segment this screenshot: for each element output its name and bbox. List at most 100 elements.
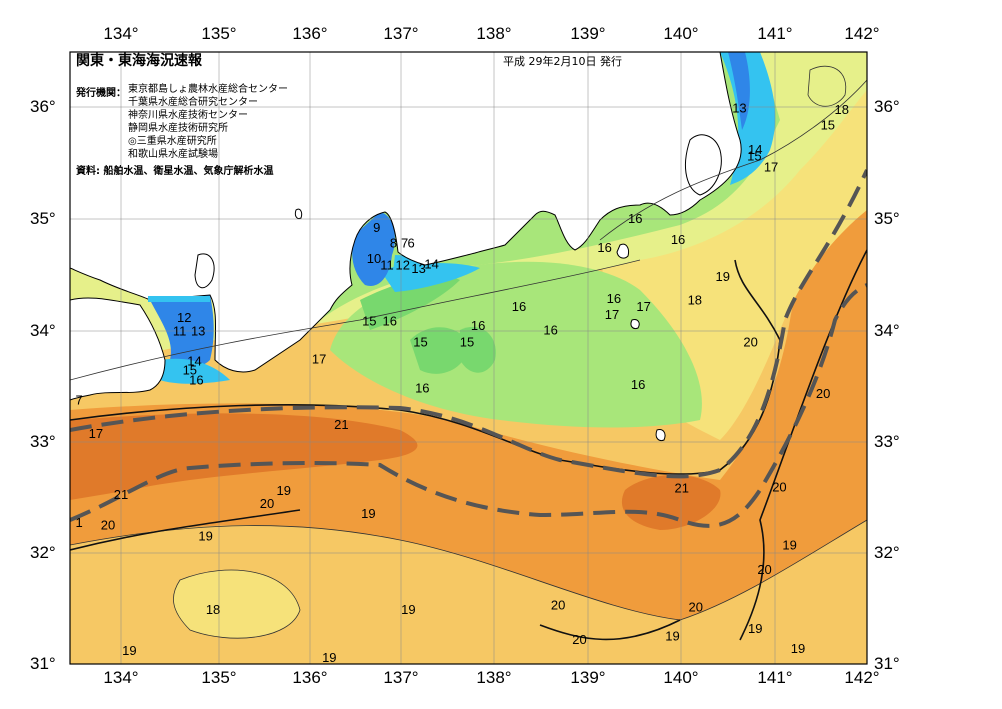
contour-label: 14 xyxy=(748,142,762,157)
contour-label: 16 xyxy=(671,232,685,247)
contour-label: 20 xyxy=(572,632,586,647)
lon-label-top: 135° xyxy=(201,24,237,43)
contour-label: 17 xyxy=(89,426,103,441)
contour-label: 19 xyxy=(791,641,805,656)
contour-label: 13 xyxy=(191,323,205,338)
contour-label: 19 xyxy=(198,528,212,543)
issuer-item: 静岡県水産技術研究所 xyxy=(128,123,228,134)
sea-15-coastal xyxy=(360,276,460,330)
contour-label: 21 xyxy=(675,481,689,496)
lat-label-right: 32° xyxy=(874,543,900,562)
issuer-item: 東京都島しょ農林水産総合センター xyxy=(128,84,288,95)
land-awaji xyxy=(194,253,215,289)
land-oki xyxy=(294,208,303,219)
issuer-item: 千葉県水産総合研究センター xyxy=(128,97,258,108)
map-title: 関東・東海海況速報 xyxy=(76,53,202,69)
contour-label: 8 xyxy=(390,235,397,250)
lat-label-left: 34° xyxy=(30,321,56,340)
contour-label: 16 xyxy=(597,240,611,255)
contour-label: 18 xyxy=(835,102,849,117)
contour-label: 15 xyxy=(362,313,376,328)
contour-label: 14 xyxy=(424,257,438,272)
contour-label: 18 xyxy=(206,602,220,617)
contour-label: 17 xyxy=(636,299,650,314)
contour-label: 20 xyxy=(551,598,565,613)
contour-label: 17 xyxy=(764,160,778,175)
seto-inland-sea xyxy=(148,296,210,302)
sea-15-patch-a xyxy=(410,327,470,374)
contour-label: 20 xyxy=(260,496,274,511)
kii-channel-lower xyxy=(160,358,230,384)
lon-label-bottom: 136° xyxy=(292,668,328,687)
contour-label: 16 xyxy=(543,322,557,337)
contour-label: 11 xyxy=(173,323,187,338)
contour-label: 20 xyxy=(101,517,115,532)
lon-label-top: 137° xyxy=(383,24,419,43)
contour-label: 19 xyxy=(361,506,375,521)
contour-label: 7 xyxy=(401,235,408,250)
contour-label: 13 xyxy=(732,101,746,116)
land-honshu xyxy=(70,52,742,373)
map-frame xyxy=(69,51,868,665)
contour-label: 12 xyxy=(396,258,410,273)
contour-label: 16 xyxy=(607,291,621,306)
lon-label-bottom: 139° xyxy=(570,668,606,687)
contour-label: 16 xyxy=(628,211,642,226)
contour-label: 16 xyxy=(631,377,645,392)
contour-label: 12 xyxy=(177,310,191,325)
contour-label: 10 xyxy=(367,251,381,266)
issuer-item: 和歌山県水産試験場 xyxy=(128,149,218,160)
contour-label: 15 xyxy=(747,149,761,164)
contour-label: 19 xyxy=(782,537,796,552)
lat-label-left: 33° xyxy=(30,432,56,451)
lat-label-right: 31° xyxy=(874,654,900,673)
graticule xyxy=(70,52,867,664)
issue-date: 平成 29年2月10日 発行 xyxy=(503,55,622,68)
contour-label: 21 xyxy=(334,417,348,432)
sea-18-south xyxy=(173,570,300,639)
contour-label: 19 xyxy=(665,629,679,644)
issuer-item: 神奈川県水産技術センター xyxy=(128,110,248,121)
sea-14-east xyxy=(720,52,776,185)
contour-label: 20 xyxy=(816,386,830,401)
lat-label-right: 34° xyxy=(874,321,900,340)
contour-label: 11 xyxy=(380,258,394,273)
contour-label: 20 xyxy=(772,479,786,494)
land-boso xyxy=(684,134,722,196)
contour-label: 6 xyxy=(408,235,415,250)
contour-label: 19 xyxy=(122,643,136,658)
contour-label: 14 xyxy=(187,354,201,369)
lat-label-left: 32° xyxy=(30,543,56,562)
contour-label: 9 xyxy=(373,220,380,235)
lat-label-right: 36° xyxy=(874,97,900,116)
ise-bay-water xyxy=(352,212,395,286)
lon-label-top: 142° xyxy=(844,24,880,43)
contour-label: 16 xyxy=(383,313,397,328)
contour-label: 19 xyxy=(277,483,291,498)
contour-label: 16 xyxy=(512,299,526,314)
lon-label-bottom: 138° xyxy=(476,668,512,687)
lon-label-top: 139° xyxy=(570,24,606,43)
data-source: 資料: 船舶水温、衛星水温、気象庁解析水温 xyxy=(76,166,274,177)
contour-label: 17 xyxy=(312,351,326,366)
land-hachijo xyxy=(655,429,666,441)
lat-label-right: 35° xyxy=(874,209,900,228)
lon-label-bottom: 142° xyxy=(844,668,880,687)
lon-label-top: 134° xyxy=(103,24,139,43)
lat-label-left: 31° xyxy=(30,654,56,673)
contour-label: 15 xyxy=(183,362,197,377)
lon-label-top: 136° xyxy=(292,24,328,43)
lat-label-left: 35° xyxy=(30,209,56,228)
contour-label: 15 xyxy=(821,117,835,132)
sea-15-patch-b xyxy=(458,326,496,373)
issuer-label: 発行機関： xyxy=(76,88,126,99)
contour-label: 21 xyxy=(114,487,128,502)
lon-label-bottom: 134° xyxy=(103,668,139,687)
contour-label: 13 xyxy=(411,261,425,276)
isotherms xyxy=(70,65,867,639)
land-shikoku xyxy=(70,297,166,401)
contour-label: 16 xyxy=(189,372,203,387)
contour-label: 19 xyxy=(322,650,336,665)
contour-label: 1 xyxy=(76,515,83,530)
